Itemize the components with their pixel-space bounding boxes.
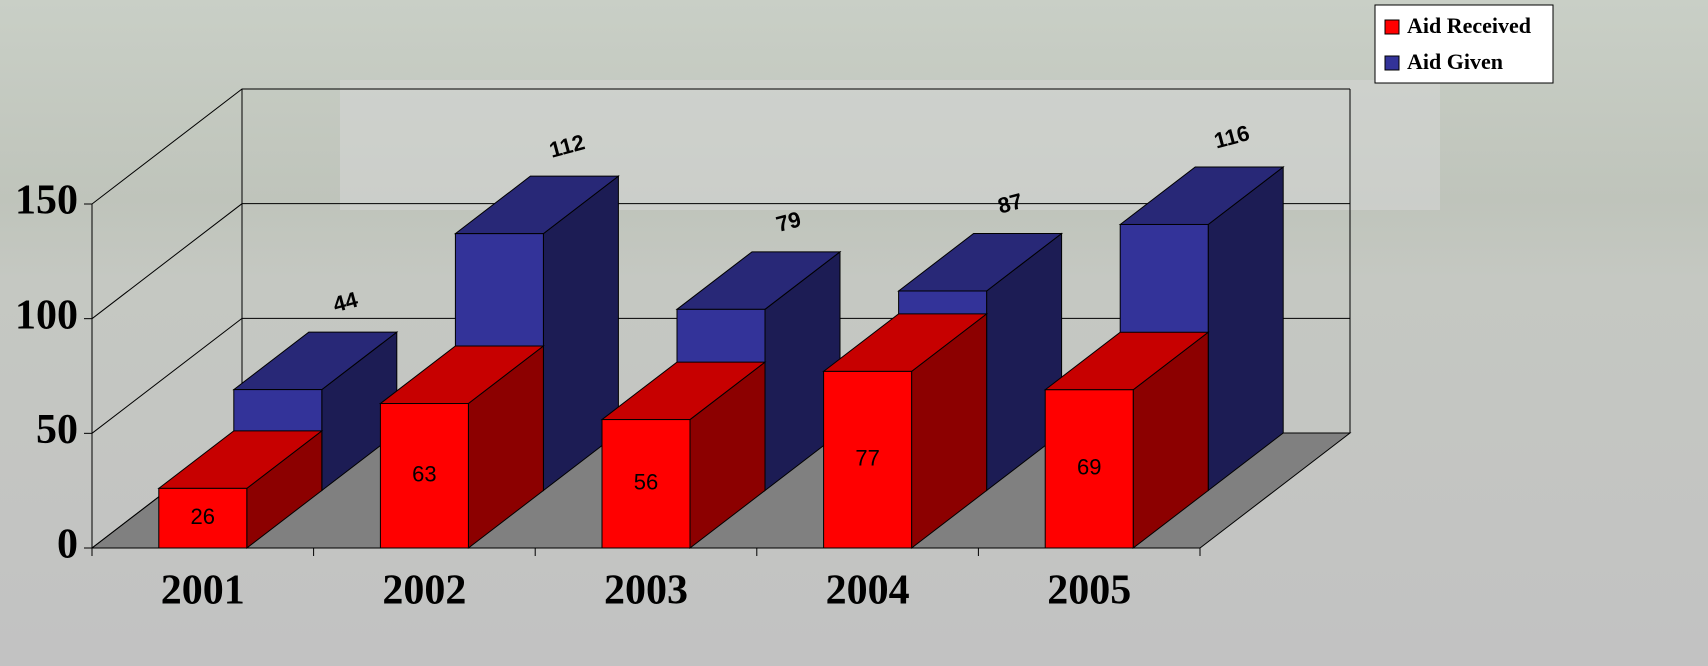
y-tick-label: 150 xyxy=(15,178,78,224)
value-label: 56 xyxy=(634,470,658,495)
legend-label: Aid Received xyxy=(1407,13,1531,38)
legend-label: Aid Given xyxy=(1407,49,1503,74)
y-tick-label: 0 xyxy=(57,522,78,568)
y-tick-label: 100 xyxy=(15,292,78,338)
page: 0501001502001200220032004200544112798711… xyxy=(0,0,1708,666)
value-label: 77 xyxy=(855,446,879,471)
y-tick-label: 50 xyxy=(36,407,78,453)
value-label: 26 xyxy=(191,504,215,529)
x-tick-label: 2001 xyxy=(161,568,245,614)
x-tick-label: 2002 xyxy=(382,568,466,614)
x-tick-label: 2004 xyxy=(826,568,910,614)
x-tick-label: 2003 xyxy=(604,568,688,614)
value-label: 63 xyxy=(412,462,436,487)
chart: 0501001502001200220032004200544112798711… xyxy=(0,0,1708,666)
legend-swatch xyxy=(1385,56,1399,70)
x-tick-label: 2005 xyxy=(1047,568,1131,614)
value-label: 69 xyxy=(1077,455,1101,480)
legend: Aid Received Aid Given xyxy=(1375,5,1553,83)
legend-swatch xyxy=(1385,20,1399,34)
